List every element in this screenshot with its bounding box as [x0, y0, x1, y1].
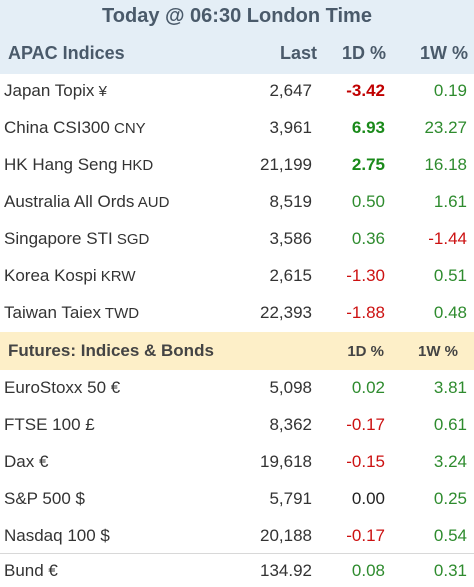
row-last: 8,362	[269, 414, 312, 434]
row-1d: 0.02	[351, 377, 385, 397]
row-last: 5,098	[269, 377, 312, 397]
row-1d: 0.00	[351, 488, 385, 508]
row-name: China CSI300	[4, 117, 110, 137]
row-name: Bund €	[4, 560, 58, 580]
row-1d: 0.36	[351, 228, 385, 248]
row-currency: SGD	[112, 230, 150, 248]
row-1w: 16.18	[424, 154, 467, 174]
row-1w: 23.27	[424, 117, 467, 137]
row-1d: 0.50	[351, 191, 385, 211]
table-row: Bund € 134.92 0.08 0.31	[0, 554, 474, 587]
table-row: China CSI300 CNY 3,961 6.93 23.27	[0, 109, 474, 146]
row-name: Japan Topix	[4, 80, 95, 100]
row-1w: 0.54	[433, 525, 467, 545]
row-1d: 0.08	[351, 560, 385, 580]
table-row: FTSE 100 £ 8,362 -0.17 0.61	[0, 406, 474, 443]
row-1d: -0.15	[346, 451, 385, 471]
header-1d: 1D %	[341, 42, 386, 63]
row-name: Nasdaq 100 $	[4, 525, 110, 545]
table-row: Australia All Ords AUD 8,519 0.50 1.61	[0, 183, 474, 220]
row-last: 2,647	[269, 80, 312, 100]
row-1d: -0.17	[346, 525, 385, 545]
row-1d: -0.17	[346, 414, 385, 434]
row-last: 22,393	[260, 302, 312, 322]
apac-header-name: APAC Indices	[8, 42, 125, 63]
row-1w: 0.25	[433, 488, 467, 508]
row-name: Korea Kospi	[4, 265, 97, 285]
table-row: Dax € 19,618 -0.15 3.24	[0, 443, 474, 480]
page-title: Today @ 06:30 London Time	[0, 0, 474, 32]
apac-header: APAC Indices Last 1D % 1W %	[0, 32, 474, 74]
row-last: 20,188	[260, 525, 312, 545]
row-1w: 0.51	[433, 265, 467, 285]
table-row: Japan Topix ¥ 2,647 -3.42 0.19	[0, 72, 474, 109]
row-last: 19,618	[260, 451, 312, 471]
row-1w: 0.61	[433, 414, 467, 434]
row-1w: 0.31	[433, 560, 467, 580]
row-currency: KRW	[96, 267, 136, 285]
table-row: HK Hang Seng HKD 21,199 2.75 16.18	[0, 146, 474, 183]
row-divider	[0, 553, 474, 554]
row-name: FTSE 100 £	[4, 414, 95, 434]
row-1d: -1.30	[346, 265, 385, 285]
row-1d: 6.93	[351, 117, 385, 137]
row-1w: 0.48	[433, 302, 467, 322]
row-name: Australia All Ords	[4, 191, 135, 211]
row-1w: -1.44	[428, 228, 467, 248]
row-last: 8,519	[269, 191, 312, 211]
row-last: 5,791	[269, 488, 312, 508]
futures-header: Futures: Indices & Bonds 1D % 1W %	[0, 332, 474, 370]
row-1d: 2.75	[351, 154, 385, 174]
row-1d: -3.42	[346, 80, 385, 100]
table-row: Korea Kospi KRW 2,615 -1.30 0.51	[0, 257, 474, 294]
row-name: EuroStoxx 50 €	[4, 377, 121, 397]
row-currency: TWD	[101, 304, 140, 322]
row-name: Dax €	[4, 451, 49, 471]
row-1w: 0.19	[433, 80, 467, 100]
row-name: S&P 500 $	[4, 488, 85, 508]
row-last: 3,586	[269, 228, 312, 248]
header-last: Last	[279, 42, 317, 63]
row-last: 2,615	[269, 265, 312, 285]
row-1d: -1.88	[346, 302, 385, 322]
table-row: S&P 500 $ 5,791 0.00 0.25	[0, 480, 474, 517]
row-1w: 1.61	[433, 191, 467, 211]
row-last: 21,199	[260, 154, 312, 174]
table-row: Nasdaq 100 $ 20,188 -0.17 0.54	[0, 517, 474, 554]
row-name: Taiwan Taiex	[4, 302, 102, 322]
futures-header-name: Futures: Indices & Bonds	[8, 341, 214, 360]
table-row: Taiwan Taiex TWD 22,393 -1.88 0.48	[0, 294, 474, 331]
row-currency: ¥	[94, 82, 107, 100]
row-name: HK Hang Seng	[4, 154, 118, 174]
table-row: EuroStoxx 50 € 5,098 0.02 3.81	[0, 369, 474, 406]
row-currency: CNY	[109, 119, 146, 137]
header-1w: 1W %	[419, 42, 468, 63]
row-currency: AUD	[134, 193, 170, 211]
row-last: 134.92	[260, 560, 312, 580]
header-1w: 1W %	[417, 342, 458, 360]
header-1d: 1D %	[347, 342, 384, 360]
row-1w: 3.24	[433, 451, 467, 471]
row-last: 3,961	[269, 117, 312, 137]
row-currency: HKD	[117, 156, 154, 174]
table-row: Singapore STI SGD 3,586 0.36 -1.44	[0, 220, 474, 257]
row-name: Singapore STI	[4, 228, 113, 248]
row-1w: 3.81	[433, 377, 467, 397]
